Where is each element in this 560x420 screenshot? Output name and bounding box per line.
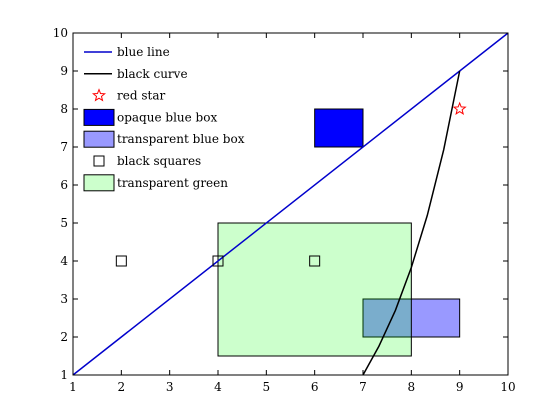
x-tick-label: 9 <box>456 380 464 394</box>
x-tick-label: 2 <box>118 380 126 394</box>
red-star-legend-swatch <box>91 88 107 102</box>
plot-area <box>73 33 508 375</box>
black-curve-legend-label: black curve <box>117 67 188 81</box>
y-tick-label: 3 <box>60 292 68 306</box>
transparent-green-legend-swatch <box>83 174 115 192</box>
y-tick-label: 8 <box>60 102 68 116</box>
black-squares-legend-swatch <box>93 155 105 167</box>
y-tick-label: 1 <box>60 368 68 382</box>
red-star-legend-label: red star <box>117 89 165 103</box>
x-tick-label: 7 <box>359 380 367 394</box>
black-squares-marker-2 <box>309 255 321 267</box>
y-tick-label: 6 <box>60 178 68 192</box>
transparent-blue-box-legend-swatch <box>83 130 115 148</box>
transparent-green-legend-label: transparent green <box>117 176 228 190</box>
black-squares-marker-0 <box>115 255 127 267</box>
legend: blue line black curve red star opaque blue … <box>83 45 245 192</box>
black-curve-line <box>362 70 461 375</box>
x-tick-label: 8 <box>408 380 416 394</box>
axes-frame <box>72 32 509 376</box>
x-tick-label: 10 <box>500 380 515 394</box>
opaque-blue-box-legend-label: opaque blue box <box>117 110 217 124</box>
x-tick-label: 6 <box>311 380 319 394</box>
y-tick-label: 5 <box>60 216 68 230</box>
x-tick-label: 3 <box>166 380 174 394</box>
x-tick-label: 5 <box>263 380 271 394</box>
x-tick-label: 1 <box>69 380 77 394</box>
y-tick-label: 10 <box>53 26 68 40</box>
transparent-green-rect <box>217 222 412 357</box>
y-tick-label: 2 <box>60 330 68 344</box>
axis-ticks: 1 2 3 4 5 6 7 8 9 10 1 2 3 4 5 6 7 8 9 10 <box>53 26 516 394</box>
y-tick-label: 4 <box>60 254 68 268</box>
blue-line-line <box>73 33 508 375</box>
x-tick-label: 4 <box>214 380 222 394</box>
transparent-blue-box-legend-label: transparent blue box <box>117 132 245 146</box>
opaque-blue-box-rect <box>314 108 364 148</box>
y-tick-label: 9 <box>60 64 68 78</box>
blue-line-legend-label: blue line <box>117 45 170 59</box>
opaque-blue-box-legend-swatch <box>83 108 115 126</box>
black-squares-legend-label: black squares <box>117 154 201 168</box>
black-squares-marker-1 <box>212 255 224 267</box>
y-tick-label: 7 <box>60 140 68 154</box>
red-star-marker-0 <box>452 101 467 115</box>
